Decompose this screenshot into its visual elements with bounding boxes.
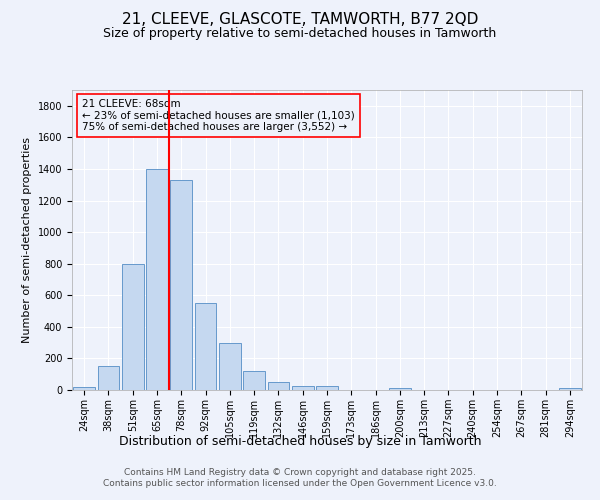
Bar: [389, 388, 411, 390]
Text: 21 CLEEVE: 68sqm
← 23% of semi-detached houses are smaller (1,103)
75% of semi-d: 21 CLEEVE: 68sqm ← 23% of semi-detached …: [82, 99, 355, 132]
Bar: [97, 366, 119, 390]
Bar: [559, 388, 581, 390]
Bar: [170, 180, 192, 390]
Bar: [122, 264, 143, 390]
Y-axis label: Number of semi-detached properties: Number of semi-detached properties: [22, 137, 32, 343]
Bar: [243, 371, 265, 390]
Bar: [73, 387, 95, 390]
Bar: [292, 386, 314, 390]
Text: Distribution of semi-detached houses by size in Tamworth: Distribution of semi-detached houses by …: [119, 435, 481, 448]
Bar: [194, 303, 217, 390]
Bar: [316, 386, 338, 390]
Text: 21, CLEEVE, GLASCOTE, TAMWORTH, B77 2QD: 21, CLEEVE, GLASCOTE, TAMWORTH, B77 2QD: [122, 12, 478, 28]
Bar: [146, 169, 168, 390]
Text: Size of property relative to semi-detached houses in Tamworth: Size of property relative to semi-detach…: [103, 28, 497, 40]
Bar: [219, 342, 241, 390]
Bar: [268, 382, 289, 390]
Text: Contains HM Land Registry data © Crown copyright and database right 2025.
Contai: Contains HM Land Registry data © Crown c…: [103, 468, 497, 487]
